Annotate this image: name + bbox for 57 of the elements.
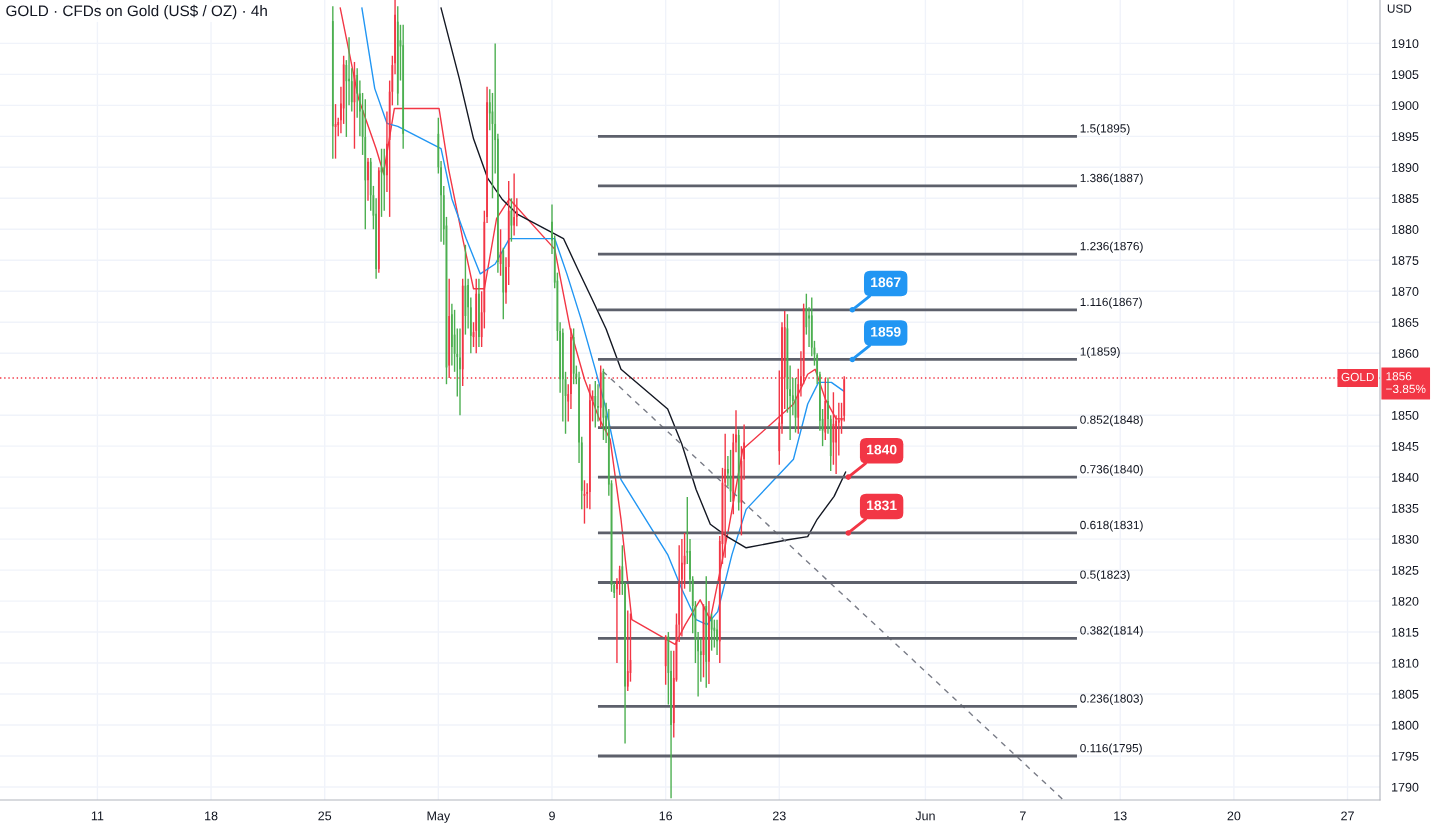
series-label: 1.5(1895) [1080,123,1130,135]
series-label: 0.5(1823) [1080,570,1130,582]
y-tick-label: 1875 [1392,256,1419,265]
annotation: 1840 [867,444,897,455]
annotation: 1859 [871,326,901,337]
series-label: 0.618(1831) [1080,520,1143,532]
x-tick-label: 7 [1019,811,1026,821]
y-tick-label: 1900 [1392,101,1419,110]
y-tick-label: 1845 [1392,441,1419,451]
y-tick-label: 1840 [1392,472,1419,482]
x-tick-label: 25 [318,811,332,821]
y-tick-label: 1805 [1392,689,1419,699]
series-label: 1(1859) [1080,347,1120,359]
y-tick-label: 1860 [1392,349,1419,358]
y-tick-label: 1820 [1392,596,1419,606]
x-tick-label: 20 [1227,811,1241,821]
y-tick-label: 1865 [1392,318,1419,327]
series-label: 0.852(1848) [1080,415,1143,427]
y-tick-label: 1895 [1392,132,1419,141]
chart-title: GOLD · CFDs on Gold (US$ / OZ) · 4h [6,4,267,20]
x-tick-label: 23 [772,811,786,821]
series-label: 1.236(1876) [1080,241,1143,253]
y-tick-label: 1885 [1392,194,1419,203]
series-label: 1.386(1887) [1080,173,1143,185]
text: 1856 [1386,372,1412,381]
ref-line-label: GOLD [1341,372,1374,382]
y-tick-label: 1830 [1392,534,1419,544]
y-tick-label: 1905 [1392,70,1419,80]
annotation: 1831 [867,500,897,511]
y-tick-label: 1795 [1392,751,1419,761]
x-tick-label: 13 [1114,811,1127,821]
x-tick-label: 11 [91,811,104,821]
x-tick-label: May [427,811,451,823]
y-tick-label: 1835 [1392,503,1419,513]
y-tick-label: 1825 [1392,565,1419,575]
x-tick-label: 27 [1341,811,1354,821]
y-tick-label: 1800 [1392,720,1419,730]
series-label: 0.236(1803) [1080,694,1143,706]
y-tick-label: 1850 [1392,410,1419,420]
y-tick-label: 1890 [1392,163,1419,172]
x-tick-label: Jun [915,811,935,821]
x-tick-label: 9 [549,811,555,821]
x-tick-label: 18 [205,811,218,821]
y-tick-label: 1910 [1392,39,1419,49]
series-label: 1.116(1867) [1080,297,1142,309]
annotation: 1867 [871,277,901,288]
y-axis-title: USD [1387,4,1412,13]
y-tick-label: 1880 [1392,225,1419,234]
y-tick-label: 1870 [1392,287,1419,296]
text: −3.85% [1386,384,1426,394]
y-tick-label: 1815 [1392,627,1419,637]
series-label: 0.382(1814) [1080,625,1143,637]
series-label: 0.736(1840) [1080,464,1143,476]
y-tick-label: 1790 [1392,782,1419,792]
series-label: 0.116(1795) [1080,743,1142,755]
y-tick-label: 1810 [1392,658,1419,668]
x-tick-label: 16 [659,811,673,821]
